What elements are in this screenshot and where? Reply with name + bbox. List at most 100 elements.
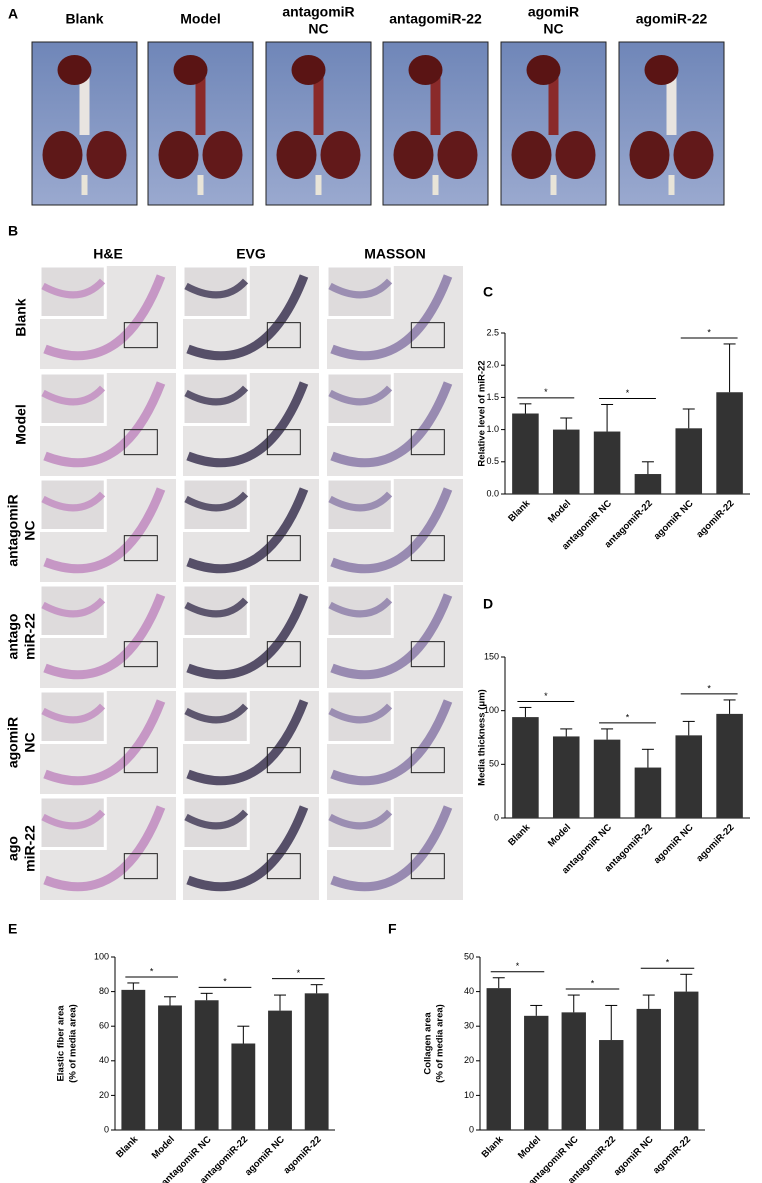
- y-tick-label: 100: [484, 705, 499, 715]
- inset-wall: [328, 278, 393, 299]
- error-bar: [605, 1004, 618, 1041]
- bar: [599, 1040, 624, 1130]
- row-label: Model: [13, 404, 29, 444]
- vessel-wall: [186, 274, 309, 361]
- bar: [486, 988, 511, 1130]
- group-label: antagomiR-22: [389, 11, 482, 27]
- aorta: [195, 75, 206, 135]
- x-tick-label: Blank: [480, 1134, 507, 1161]
- y-tick-label: 0: [469, 1124, 474, 1134]
- y-tick-label: 50: [489, 759, 499, 769]
- bar: [674, 991, 699, 1130]
- y-tick-label: 20: [99, 1090, 109, 1100]
- error-bar: [492, 977, 505, 989]
- bar: [716, 392, 743, 494]
- x-tick-label: Blank: [506, 822, 533, 849]
- vessel-wall: [330, 699, 453, 786]
- histology-image: [325, 477, 463, 582]
- zoom-box: [266, 429, 301, 456]
- histology-image: [181, 264, 319, 369]
- histology-image: [38, 689, 176, 794]
- bar: [593, 431, 621, 494]
- bar: [512, 413, 539, 494]
- vessel-wall: [330, 805, 453, 892]
- histology-image: [325, 371, 463, 476]
- y-tick-label: 1.5: [486, 392, 499, 402]
- stem: [550, 175, 557, 195]
- histology-image: [38, 795, 176, 900]
- bar: [675, 735, 703, 818]
- y-axis-label: Media thickness (μm): [477, 689, 488, 786]
- zoom-box: [123, 322, 158, 349]
- kidney: [42, 131, 83, 179]
- y-tick-label: 60: [99, 1021, 109, 1031]
- y-tick-label: 40: [99, 1055, 109, 1065]
- row-label: ago: [5, 836, 21, 861]
- significance-label: *: [626, 712, 630, 722]
- histology-image: [38, 583, 176, 688]
- y-tick-label: 150: [484, 651, 499, 661]
- x-tick-label: agomiR-22: [694, 822, 736, 864]
- inset-wall: [328, 597, 393, 618]
- inset-wall: [41, 385, 106, 406]
- zoom-box: [266, 853, 301, 880]
- inset-wall: [328, 809, 393, 830]
- panel-letter: B: [8, 223, 18, 239]
- kidney: [393, 131, 434, 179]
- x-tick-label: Model: [546, 822, 573, 849]
- significance-label: *: [223, 977, 227, 987]
- stem: [315, 175, 322, 195]
- zoom-box: [410, 429, 445, 456]
- y-tick-label: 0: [104, 1124, 109, 1134]
- group-label: agomiR-22: [636, 11, 708, 27]
- heart: [57, 55, 92, 85]
- heart: [644, 55, 679, 85]
- column-header: EVG: [236, 246, 266, 262]
- bar: [304, 993, 329, 1130]
- inset-wall: [328, 385, 393, 406]
- y-axis-label: Collagen area: [423, 1012, 434, 1075]
- panel-letter: D: [483, 596, 493, 612]
- zoom-box: [266, 747, 301, 774]
- group-label: NC: [308, 21, 328, 37]
- bar: [524, 1015, 549, 1130]
- inset-wall: [41, 597, 106, 618]
- zoom-box: [123, 853, 158, 880]
- x-tick-label: agomiR-22: [651, 1134, 693, 1176]
- group-label: NC: [543, 21, 563, 37]
- row-label: miR-22: [22, 825, 38, 872]
- vessel-wall: [43, 805, 166, 892]
- y-axis-label: (% of media area): [68, 1004, 79, 1083]
- group-label: Blank: [65, 11, 103, 27]
- heart: [291, 55, 326, 85]
- y-axis-label: (% of media area): [435, 1004, 446, 1083]
- inset-wall: [41, 278, 106, 299]
- inset-wall: [184, 703, 249, 724]
- vessel-wall: [43, 593, 166, 680]
- significance-label: *: [516, 961, 520, 971]
- group-label: agomiR: [528, 4, 579, 20]
- row-label: NC: [22, 520, 38, 540]
- error-bar: [601, 403, 614, 432]
- zoom-box: [123, 747, 158, 774]
- zoom-box: [123, 429, 158, 456]
- x-tick-label: Blank: [114, 1134, 141, 1161]
- zoom-box: [266, 535, 301, 562]
- error-bar: [641, 748, 654, 768]
- y-axis-label: Relative level of miR-22: [477, 360, 488, 466]
- row-label: NC: [22, 732, 38, 752]
- y-tick-label: 2.5: [486, 327, 499, 337]
- histology-image: [38, 371, 176, 476]
- significance-label: *: [707, 683, 711, 693]
- significance-label: *: [707, 327, 711, 337]
- significance-label: *: [666, 958, 670, 968]
- zoom-box: [123, 641, 158, 668]
- zoom-box: [123, 535, 158, 562]
- bar: [675, 428, 703, 494]
- kidney: [276, 131, 317, 179]
- error-bar: [200, 992, 213, 1001]
- kidney: [629, 131, 670, 179]
- vessel-wall: [43, 274, 166, 361]
- kidney: [320, 131, 361, 179]
- bar: [194, 1000, 219, 1130]
